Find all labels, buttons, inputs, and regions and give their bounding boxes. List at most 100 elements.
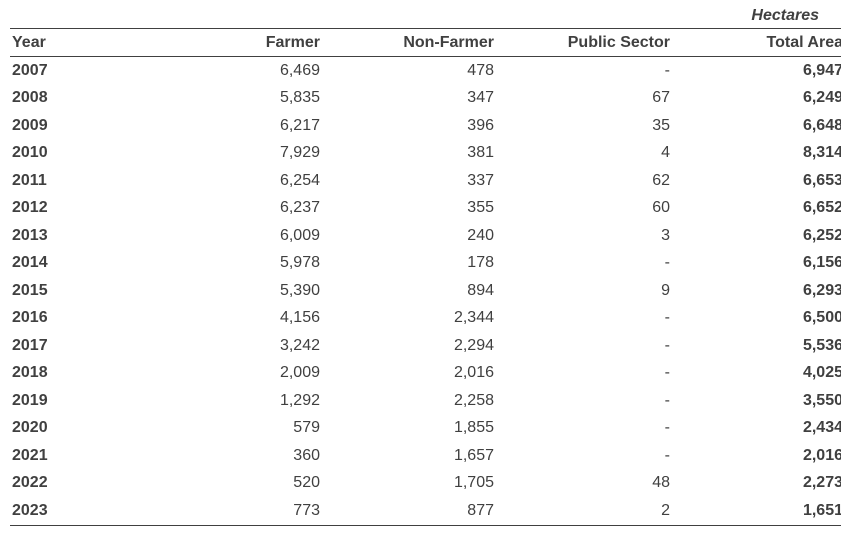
- cell-year: 2021: [12, 446, 48, 464]
- table-row: 2018 2,009 2,016 - 4,025: [10, 360, 841, 388]
- cell-farmer: 6,217: [279, 116, 320, 134]
- cell-public-sector: 2: [661, 501, 670, 519]
- cell-public-sector: 60: [652, 199, 670, 217]
- cell-total-area: 6,500: [802, 309, 841, 327]
- cell-non-farmer: 240: [467, 226, 494, 244]
- cell-non-farmer: 2,258: [453, 391, 494, 409]
- cell-non-farmer: 178: [467, 254, 494, 272]
- cell-total-area: 6,249: [802, 89, 841, 107]
- cell-farmer: 5,390: [279, 281, 320, 299]
- table-row: 2010 7,929 381 4 8,314: [10, 140, 841, 168]
- cell-public-sector: -: [664, 446, 670, 464]
- cell-non-farmer: 2,016: [453, 364, 494, 382]
- cell-farmer: 1,292: [279, 391, 320, 409]
- table-row: 2009 6,217 396 35 6,648: [10, 112, 841, 140]
- cell-year: 2013: [12, 226, 48, 244]
- header-total-area: Total Area: [766, 33, 841, 51]
- cell-non-farmer: 396: [467, 116, 494, 134]
- cell-total-area: 6,293: [802, 281, 841, 299]
- cell-total-area: 8,314: [802, 144, 841, 162]
- cell-non-farmer: 1,657: [453, 446, 494, 464]
- cell-public-sector: -: [664, 336, 670, 354]
- table-row: 2011 6,254 337 62 6,653: [10, 167, 841, 195]
- cell-farmer: 579: [293, 419, 320, 437]
- cell-public-sector: 48: [652, 474, 670, 492]
- cell-non-farmer: 347: [467, 89, 494, 107]
- cell-total-area: 4,025: [802, 364, 841, 382]
- cell-total-area: 2,434: [802, 419, 841, 437]
- cell-farmer: 3,242: [279, 336, 320, 354]
- table-row: 2008 5,835 347 67 6,249: [10, 85, 841, 113]
- header-farmer: Farmer: [265, 33, 320, 51]
- cell-year: 2008: [12, 89, 48, 107]
- table-row: 2017 3,242 2,294 - 5,536: [10, 332, 841, 360]
- cell-public-sector: -: [664, 419, 670, 437]
- header-row: Year Farmer Non-Farmer Public Sector Tot…: [10, 28, 841, 57]
- cell-farmer: 7,929: [279, 144, 320, 162]
- cell-public-sector: 4: [661, 144, 670, 162]
- table-row: 2012 6,237 355 60 6,652: [10, 195, 841, 223]
- cell-total-area: 6,156: [802, 254, 841, 272]
- cell-farmer: 5,835: [279, 89, 320, 107]
- cell-total-area: 6,653: [802, 171, 841, 189]
- cell-farmer: 360: [293, 446, 320, 464]
- cell-total-area: 1,651: [802, 501, 841, 519]
- header-year: Year: [12, 33, 46, 51]
- cell-year: 2014: [12, 254, 48, 272]
- cell-farmer: 773: [293, 501, 320, 519]
- table-row: 2015 5,390 894 9 6,293: [10, 277, 841, 305]
- cell-year: 2009: [12, 116, 48, 134]
- cell-public-sector: 67: [652, 89, 670, 107]
- cell-farmer: 5,978: [279, 254, 320, 272]
- table-row: 2014 5,978 178 - 6,156: [10, 250, 841, 278]
- cell-public-sector: -: [664, 309, 670, 327]
- cell-year: 2012: [12, 199, 48, 217]
- cell-public-sector: -: [664, 254, 670, 272]
- cell-total-area: 2,273: [802, 474, 841, 492]
- cell-non-farmer: 2,344: [453, 309, 494, 327]
- cell-public-sector: 9: [661, 281, 670, 299]
- header-public-sector: Public Sector: [567, 33, 670, 51]
- cell-non-farmer: 1,855: [453, 419, 494, 437]
- cell-year: 2022: [12, 474, 48, 492]
- cell-farmer: 4,156: [279, 309, 320, 327]
- table-row: 2021 360 1,657 - 2,016: [10, 442, 841, 470]
- cell-farmer: 6,237: [279, 199, 320, 217]
- cell-year: 2017: [12, 336, 48, 354]
- cell-total-area: 6,947: [802, 61, 841, 79]
- cell-farmer: 520: [293, 474, 320, 492]
- cell-public-sector: -: [664, 364, 670, 382]
- cell-year: 2015: [12, 281, 48, 299]
- cell-year: 2019: [12, 391, 48, 409]
- cell-year: 2011: [12, 171, 47, 189]
- cell-year: 2020: [12, 419, 48, 437]
- table-body: 2007 6,469 478-6,947 2008 5,835 347 67 6,249 200…: [10, 57, 841, 525]
- cell-total-area: 5,536: [802, 336, 841, 354]
- table-row: 2019 1,292 2,258 - 3,550: [10, 387, 841, 415]
- cell-year: 2010: [12, 144, 48, 162]
- cell-non-farmer: 381: [467, 144, 494, 162]
- cell-non-farmer: 894: [467, 281, 494, 299]
- unit-label: Hectares: [751, 7, 819, 24]
- cell-non-farmer: 355: [467, 199, 494, 217]
- cell-total-area: 3,550: [802, 391, 841, 409]
- cell-non-farmer: 2,294: [453, 336, 494, 354]
- table-row: 2023 773 877 2 1,651: [10, 497, 841, 525]
- cell-public-sector: 62: [652, 171, 670, 189]
- cell-public-sector: -: [664, 391, 670, 409]
- data-table: Year Farmer Non-Farmer Public Sector Tot…: [10, 28, 841, 526]
- table-row: 2007 6,469 478 - 6,947: [10, 57, 841, 85]
- table-row: 2022 520 1,705 48 2,273: [10, 470, 841, 498]
- cell-public-sector: 35: [652, 116, 670, 134]
- cell-public-sector: 3: [661, 226, 670, 244]
- cell-farmer: 6,009: [279, 226, 320, 244]
- cell-year: 2023: [12, 501, 48, 519]
- cell-year: 2016: [12, 309, 48, 327]
- cell-year: 2007: [12, 61, 48, 79]
- cell-total-area: 6,648: [802, 116, 841, 134]
- header-non-farmer: Non-Farmer: [403, 33, 494, 51]
- cell-total-area: 2,016: [802, 446, 841, 464]
- cell-non-farmer: 1,705: [453, 474, 494, 492]
- table-row: 2013 6,009 240 3 6,252: [10, 222, 841, 250]
- cell-total-area: 6,652: [802, 199, 841, 217]
